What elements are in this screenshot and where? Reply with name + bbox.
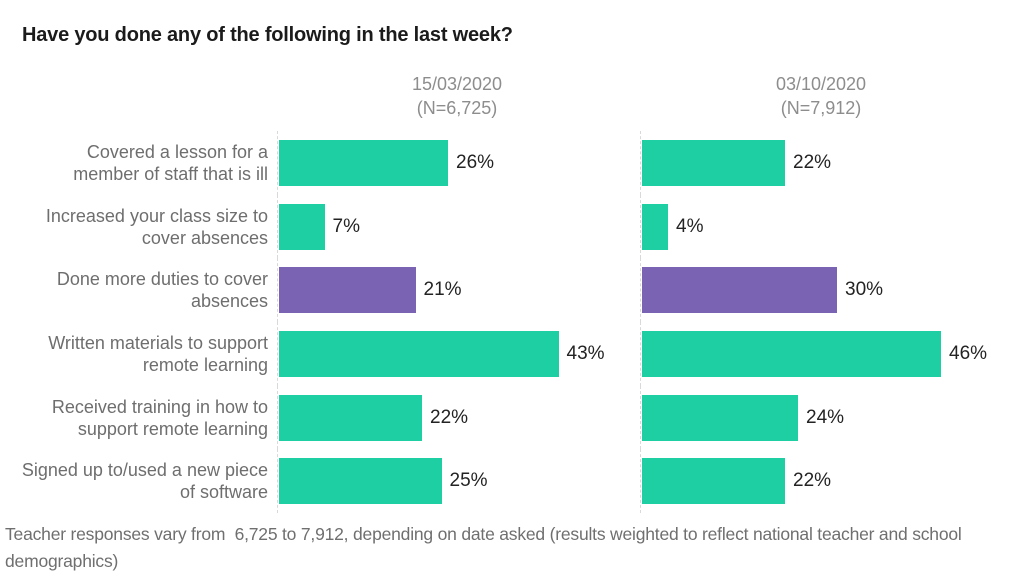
panel-header-03-10-2020: 03/10/2020 (N=7,912) <box>641 72 1001 120</box>
bar <box>279 458 442 505</box>
category-label: Done more duties to cover absences <box>56 269 268 312</box>
category-label: Covered a lesson for a member of staff t… <box>73 141 268 184</box>
chart-row: Written materials to support remote lear… <box>0 322 1024 386</box>
chart-row: Signed up to/used a new piece of softwar… <box>0 449 1024 514</box>
bar-value-label: 25% <box>449 470 488 492</box>
bar <box>279 203 325 250</box>
bar-value-label: 7% <box>332 215 360 237</box>
chart-title: Have you done any of the following in th… <box>22 24 513 46</box>
bar-value-label: 24% <box>806 406 845 428</box>
chart-row: Increased your class size to cover absen… <box>0 194 1024 259</box>
bar <box>642 394 798 441</box>
bar-value-label: 22% <box>793 151 832 173</box>
panel-03/10/2020: 4% <box>640 194 1000 259</box>
panel-header-date: 03/10/2020 <box>775 74 867 94</box>
bar <box>279 394 422 441</box>
category-label: Written materials to support remote lear… <box>48 332 268 375</box>
panel-15/03/2020: 25% <box>277 449 637 514</box>
category-label: Received training in how to support remo… <box>51 396 268 439</box>
bar <box>279 267 416 314</box>
category-label: Signed up to/used a new piece of softwar… <box>21 460 268 503</box>
bar-value-label: 21% <box>423 279 462 301</box>
panel-03/10/2020: 30% <box>640 258 1000 323</box>
bar-value-label: 26% <box>456 151 495 173</box>
bar-value-label: 30% <box>845 279 884 301</box>
panel-15/03/2020: 21% <box>277 258 637 323</box>
bar <box>642 330 941 377</box>
bar <box>642 267 837 314</box>
chart-footnote: Teacher responses vary from 6,725 to 7,9… <box>5 524 967 571</box>
panel-15/03/2020: 7% <box>277 194 637 259</box>
bar-chart-rows: Covered a lesson for a member of staff t… <box>0 131 1024 514</box>
panel-header-n: (N=6,725) <box>416 98 498 118</box>
category-label: Increased your class size to cover absen… <box>45 205 268 248</box>
chart-row: Done more duties to cover absences 21% 30% <box>0 258 1024 323</box>
panel-header-15-03-2020: 15/03/2020 (N=6,725) <box>277 72 637 120</box>
bar-value-label: 22% <box>793 470 832 492</box>
bar <box>642 458 785 505</box>
bar-value-label: 4% <box>676 215 704 237</box>
panel-15/03/2020: 22% <box>277 385 637 450</box>
bar <box>642 139 785 186</box>
panel-03/10/2020: 22% <box>640 131 1000 195</box>
panel-header-n: (N=7,912) <box>780 98 862 118</box>
panel-header-date: 15/03/2020 <box>411 74 503 94</box>
chart-row: Received training in how to support remo… <box>0 385 1024 450</box>
bar <box>279 139 448 186</box>
bar <box>642 203 668 250</box>
chart-row: Covered a lesson for a member of staff t… <box>0 131 1024 195</box>
bar-value-label: 43% <box>566 342 605 364</box>
panel-03/10/2020: 22% <box>640 449 1000 514</box>
panel-03/10/2020: 46% <box>640 322 1000 386</box>
bar-value-label: 22% <box>430 406 469 428</box>
bar-value-label: 46% <box>949 342 988 364</box>
panel-03/10/2020: 24% <box>640 385 1000 450</box>
bar <box>279 330 559 377</box>
panel-15/03/2020: 43% <box>277 322 637 386</box>
panel-15/03/2020: 26% <box>277 131 637 195</box>
